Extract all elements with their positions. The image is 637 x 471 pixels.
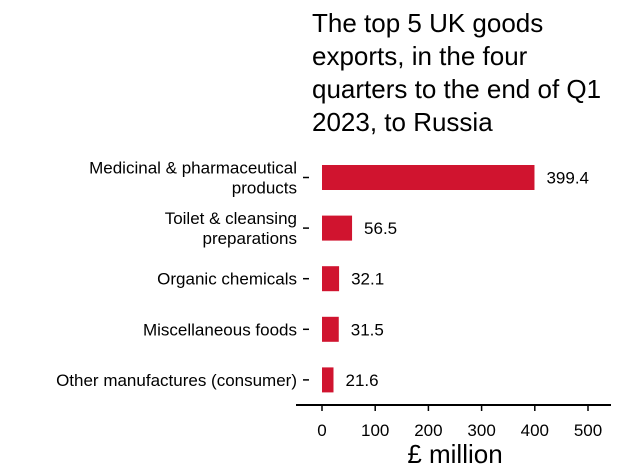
chart-title-line-3: quarters to the end of Q1 [312, 74, 601, 104]
bar-3 [322, 316, 339, 342]
category-label-2-line-1: Organic chemicals [157, 270, 297, 289]
bar-0 [322, 165, 535, 190]
bar-4 [322, 367, 334, 393]
chart-title-line-4: 2023, to Russia [312, 107, 493, 137]
category-label-0-line-2: products [232, 179, 297, 198]
bar-1 [322, 215, 353, 241]
category-label-3: Miscellaneous foods [143, 320, 297, 339]
category-label-4: Other manufactures (consumer) [56, 371, 297, 390]
bar-2 [322, 266, 340, 292]
category-label-0: Medicinal & pharmaceutical products [89, 159, 297, 198]
chart-title-line-1: The top 5 UK goods [312, 8, 543, 38]
x-tick-label-3: 300 [467, 421, 495, 440]
value-label-2: 32.1 [351, 270, 384, 289]
x-axis-title: £ million [407, 439, 502, 469]
category-label-1-line-2: preparations [202, 229, 297, 248]
category-label-2: Organic chemicals [157, 270, 297, 289]
x-tick-label-1: 100 [361, 421, 389, 440]
x-tick-label-2: 200 [414, 421, 442, 440]
category-label-4-line-1: Other manufactures (consumer) [56, 371, 297, 390]
chart-title-line-2: exports, in the four [312, 41, 528, 71]
value-label-4: 21.6 [345, 371, 378, 390]
chart-title: The top 5 UK goods exports, in the four … [312, 8, 608, 137]
value-label-3: 31.5 [351, 320, 384, 339]
value-label-1: 56.5 [364, 219, 397, 238]
x-tick-label-5: 500 [574, 421, 602, 440]
x-tick-label-4: 400 [521, 421, 549, 440]
value-label-0: 399.4 [546, 169, 589, 188]
plot-area: 0 100 200 300 400 500 Medicinal & pharmaceutic… [56, 159, 611, 440]
category-label-1-line-1: Toilet & cleansing [165, 209, 297, 228]
category-label-3-line-1: Miscellaneous foods [143, 320, 297, 339]
x-tick-label-0: 0 [317, 421, 326, 440]
category-label-0-line-1: Medicinal & pharmaceutical [89, 159, 297, 178]
category-label-1: Toilet & cleansing preparations [165, 209, 297, 248]
